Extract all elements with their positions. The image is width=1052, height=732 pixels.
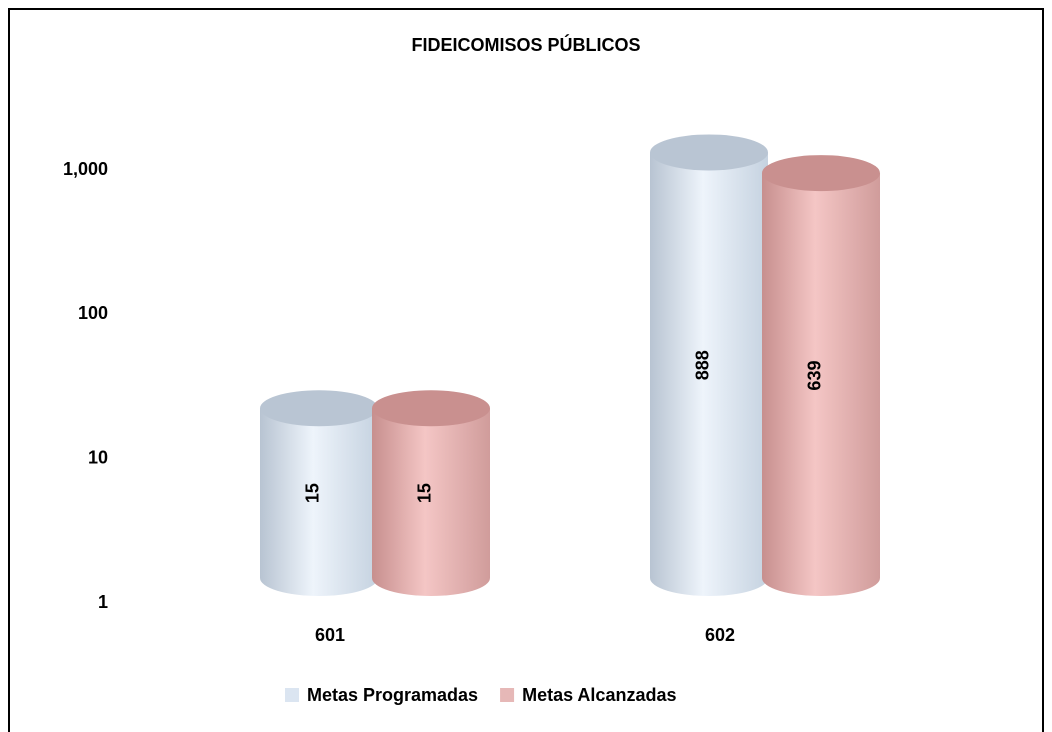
legend-swatch [285, 688, 299, 702]
bar [650, 152, 768, 596]
value-label: 15 [415, 483, 435, 503]
bar-cap [762, 155, 880, 192]
bar [260, 408, 378, 596]
legend-label: Metas Alcanzadas [522, 685, 676, 705]
y-tick-label: 1,000 [63, 159, 108, 179]
bar-cap [260, 390, 378, 427]
bar [372, 408, 490, 596]
value-label: 888 [693, 350, 713, 380]
y-tick-label: 100 [78, 303, 108, 323]
value-label: 639 [805, 361, 825, 391]
bar-cap [372, 390, 490, 427]
x-tick-label: 601 [315, 625, 345, 645]
chart-title: FIDEICOMISOS PÚBLICOS [411, 34, 640, 55]
chart-border [8, 8, 1044, 732]
y-tick-label: 1 [98, 592, 108, 612]
y-tick-label: 10 [88, 447, 108, 467]
legend-label: Metas Programadas [307, 685, 478, 705]
bar [762, 173, 880, 597]
bar-cap [650, 134, 768, 171]
legend-swatch [500, 688, 515, 702]
value-label: 15 [303, 483, 323, 503]
x-tick-label: 602 [705, 625, 735, 645]
